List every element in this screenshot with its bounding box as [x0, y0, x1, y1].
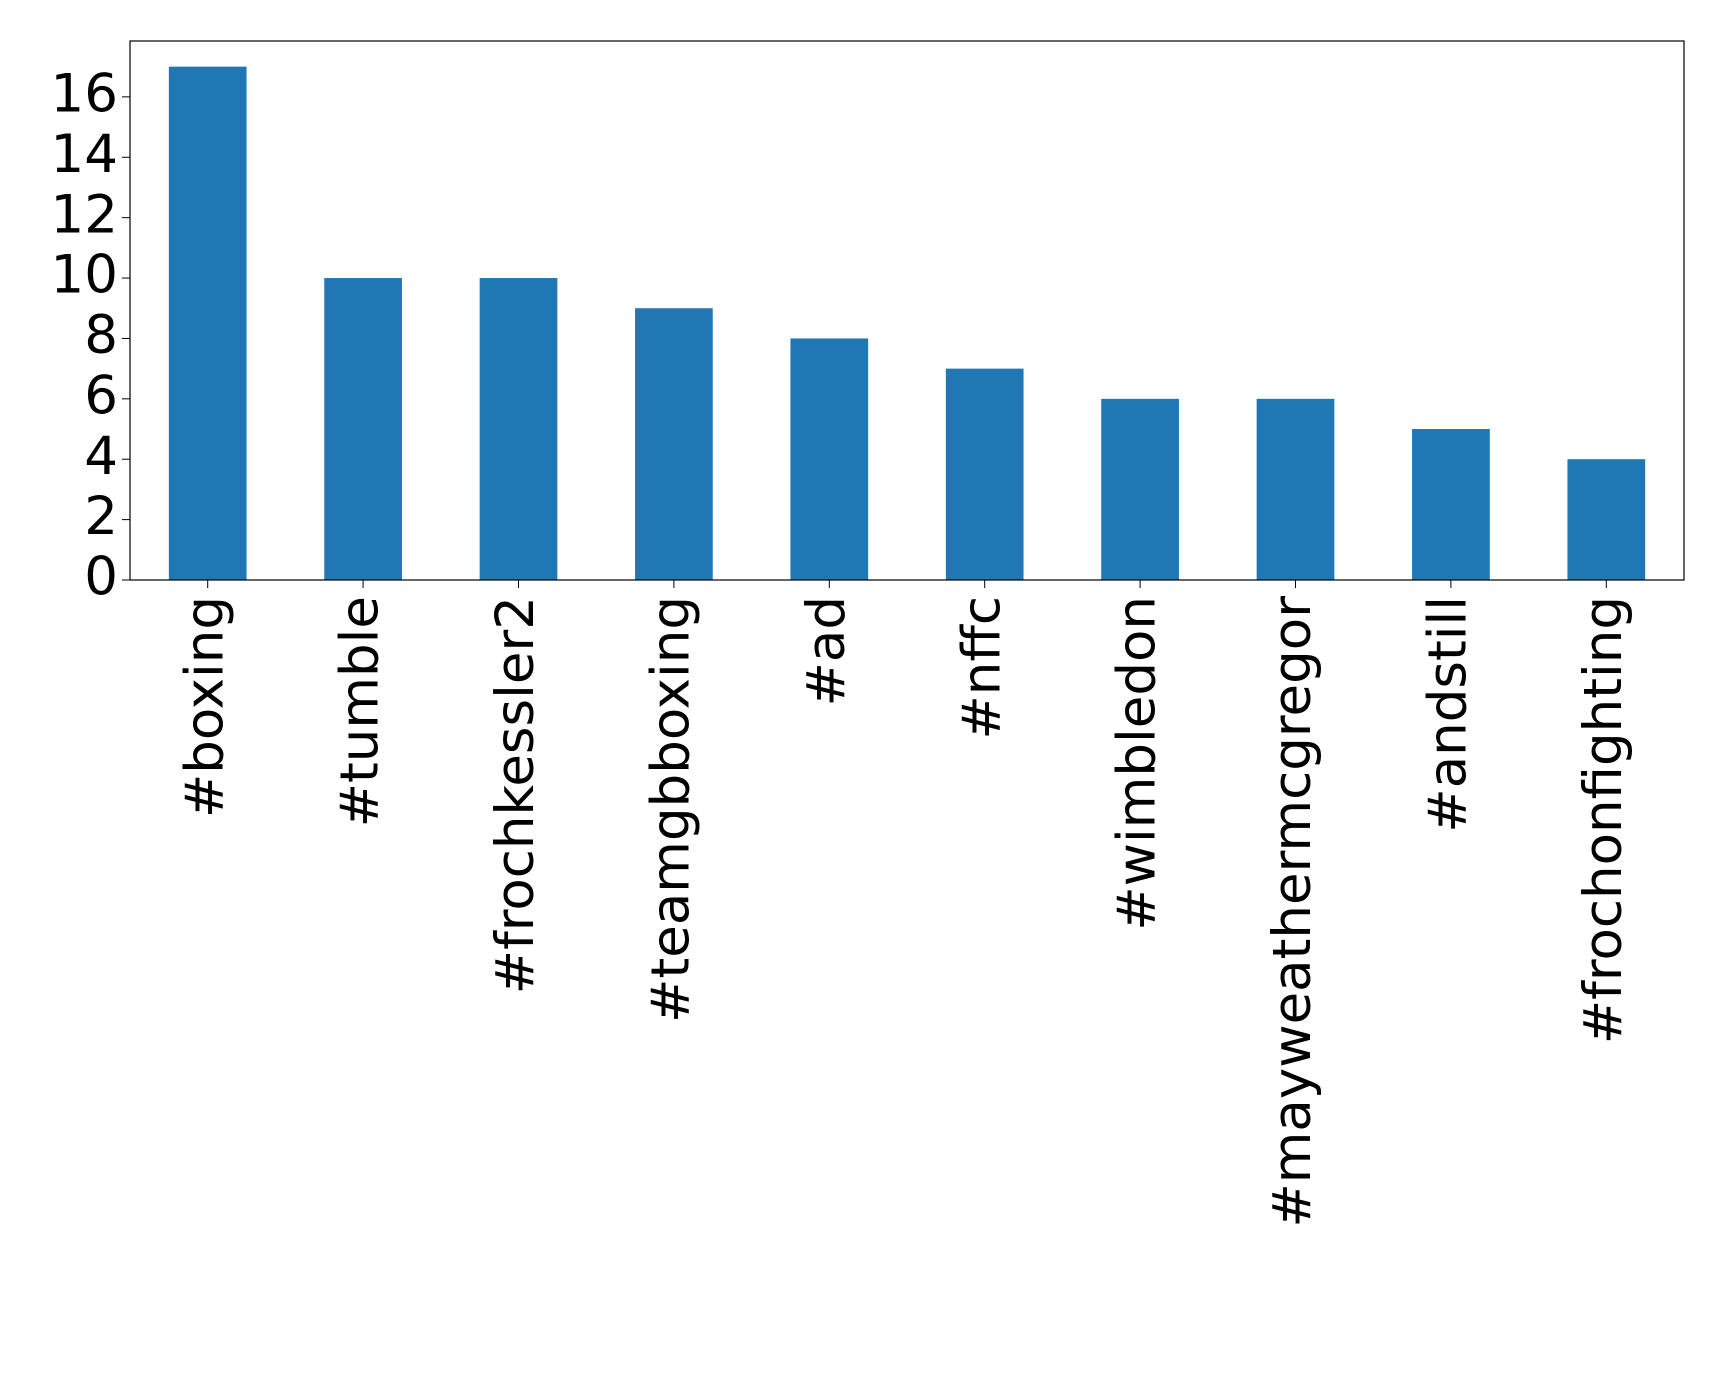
- bar: [168, 66, 247, 580]
- x-tick-label: #boxing: [174, 596, 235, 818]
- y-tick-label: 10: [51, 245, 118, 306]
- bar: [1412, 429, 1490, 580]
- x-tick-label: #nffc: [951, 596, 1012, 740]
- bar: [1567, 459, 1646, 580]
- y-tick-label: 0: [84, 547, 118, 608]
- x-tick-label: #wimbledon: [1107, 596, 1168, 931]
- bar: [479, 278, 558, 580]
- y-tick-label: 14: [51, 124, 118, 185]
- y-tick-label: 2: [84, 486, 118, 547]
- bar: [1256, 398, 1335, 580]
- bar: [790, 338, 869, 580]
- y-tick-label: 6: [84, 365, 118, 426]
- bar: [1101, 398, 1179, 580]
- x-tick-label: #andstill: [1418, 596, 1479, 833]
- y-tick-label: 8: [84, 305, 118, 366]
- bar: [945, 368, 1024, 580]
- x-tick-label: #frochonfighting: [1573, 596, 1634, 1044]
- x-tick-label: #frochkessler2: [485, 596, 546, 994]
- plot-frame: [129, 40, 1685, 581]
- x-tick-label: #ad: [796, 596, 857, 707]
- x-tick-label: #mayweathermcgregor: [1262, 596, 1323, 1228]
- x-tick-label: #teamgbboxing: [641, 596, 702, 1023]
- y-tick-label: 16: [51, 64, 118, 125]
- y-tick-label: 4: [84, 426, 118, 487]
- bar: [324, 278, 402, 580]
- bar: [635, 308, 713, 580]
- y-tick-label: 12: [51, 184, 118, 245]
- x-tick-label: #tumble: [330, 596, 391, 827]
